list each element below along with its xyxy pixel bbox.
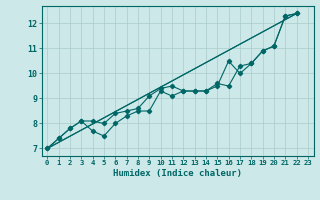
X-axis label: Humidex (Indice chaleur): Humidex (Indice chaleur)	[113, 169, 242, 178]
